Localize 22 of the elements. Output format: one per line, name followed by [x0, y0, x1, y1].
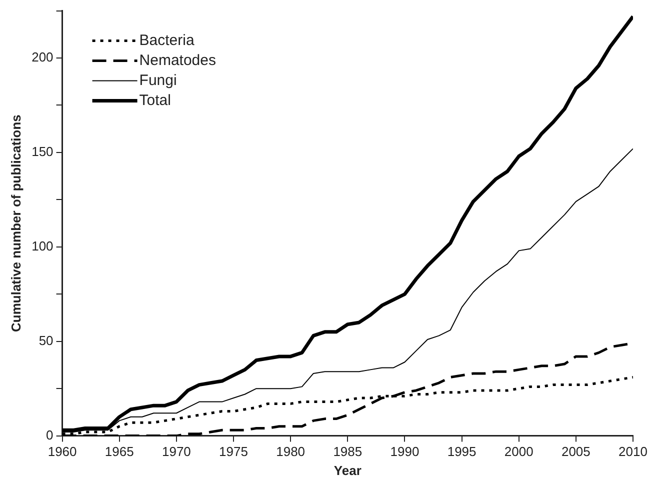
y-tick-label: 150 — [32, 144, 54, 160]
legend-label: Nematodes — [139, 52, 216, 69]
x-tick-label: 1985 — [333, 444, 362, 460]
x-tick-label: 1960 — [48, 444, 77, 460]
x-tick-label: 1990 — [390, 444, 420, 460]
x-tick-label: 1980 — [276, 444, 306, 460]
x-tick-label: 2005 — [561, 444, 590, 460]
x-tick-label: 2000 — [504, 444, 534, 460]
legend-label: Total — [139, 92, 171, 109]
legend-label: Fungi — [139, 72, 177, 89]
y-tick-label: 0 — [46, 427, 54, 442]
x-tick-label: 1995 — [447, 444, 476, 460]
y-tick-label: 200 — [32, 50, 54, 65]
y-tick-label: 100 — [32, 238, 54, 254]
x-tick-label: 1970 — [162, 444, 191, 460]
x-tick-label: 1965 — [104, 444, 134, 460]
y-axis-title: Cumulative number of publications — [8, 114, 24, 332]
x-axis-title: Year — [334, 462, 362, 478]
legend-label: Bacteria — [139, 32, 195, 49]
x-tick-label: 1975 — [219, 444, 248, 460]
x-tick-label: 2010 — [618, 444, 648, 460]
y-tick-label: 50 — [38, 332, 54, 348]
